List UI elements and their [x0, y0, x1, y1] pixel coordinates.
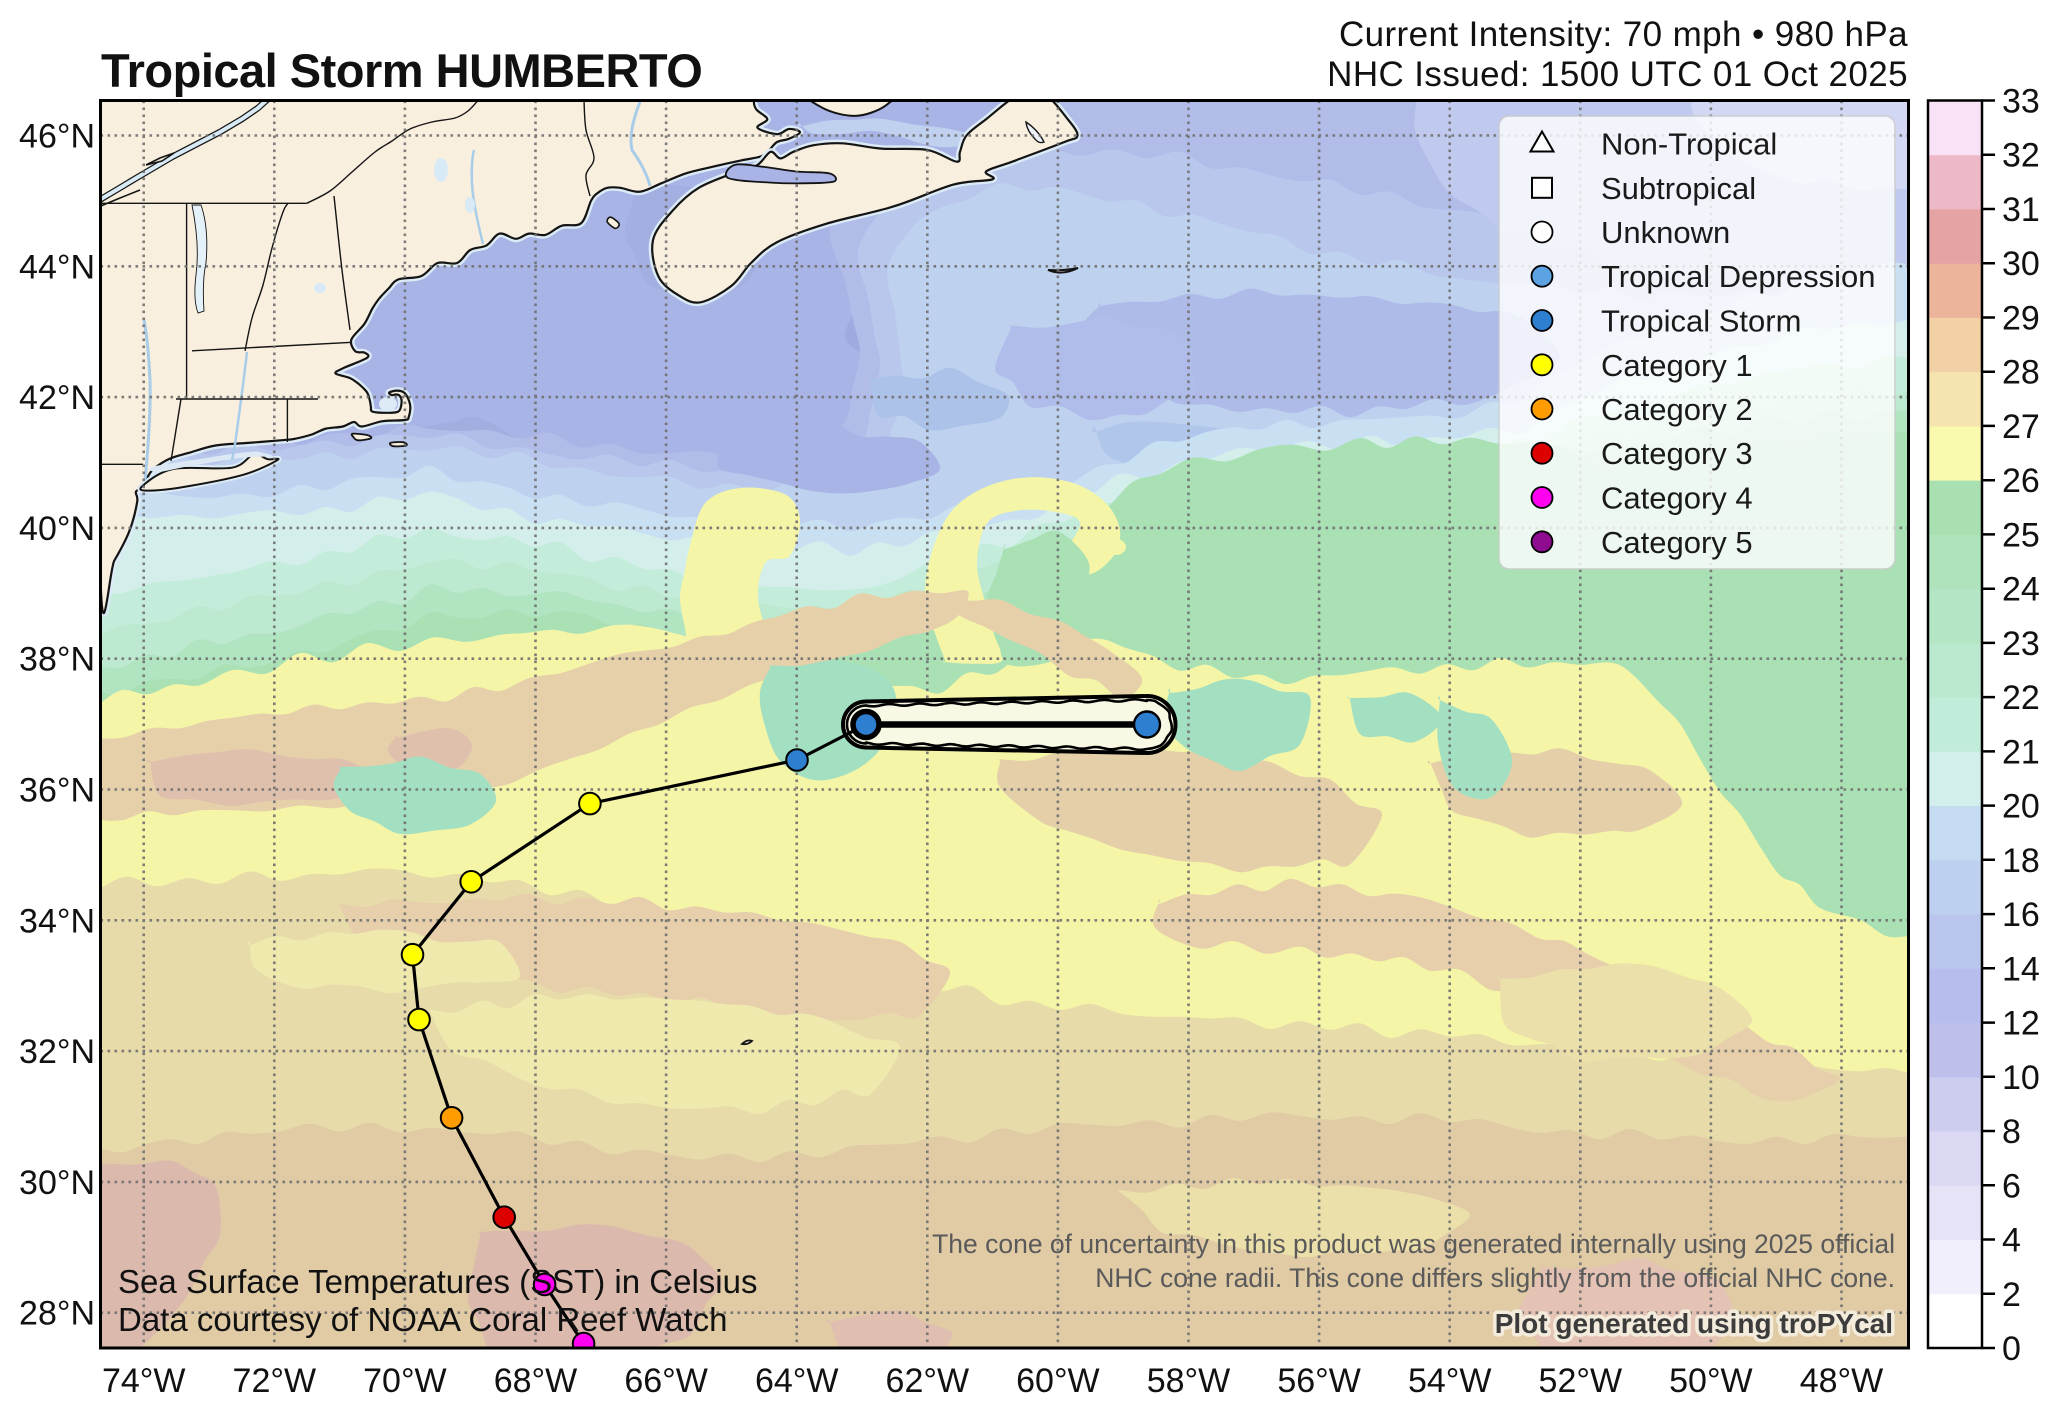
svg-text:40°N: 40°N	[19, 510, 95, 548]
svg-text:48°W: 48°W	[1800, 1362, 1884, 1400]
svg-text:30°N: 30°N	[19, 1164, 95, 1202]
svg-text:Tropical Storm HUMBERTO: Tropical Storm HUMBERTO	[101, 44, 702, 97]
svg-text:42°N: 42°N	[19, 379, 95, 417]
svg-text:Category 4: Category 4	[1601, 481, 1753, 516]
svg-text:21: 21	[2002, 733, 2040, 771]
svg-text:46°N: 46°N	[19, 118, 95, 156]
svg-text:70°W: 70°W	[363, 1362, 447, 1400]
svg-text:2: 2	[2002, 1276, 2021, 1314]
svg-text:56°W: 56°W	[1277, 1362, 1361, 1400]
svg-text:Subtropical: Subtropical	[1601, 171, 1756, 206]
svg-text:36°N: 36°N	[19, 772, 95, 810]
svg-text:Category 5: Category 5	[1601, 525, 1753, 560]
svg-text:Category 1: Category 1	[1601, 348, 1753, 383]
svg-text:14: 14	[2002, 950, 2040, 988]
svg-text:10: 10	[2002, 1059, 2040, 1097]
svg-text:23: 23	[2002, 625, 2040, 663]
svg-text:72°W: 72°W	[233, 1362, 317, 1400]
svg-text:Non-Tropical: Non-Tropical	[1601, 127, 1777, 162]
svg-text:Tropical Storm: Tropical Storm	[1601, 304, 1801, 339]
svg-text:NHC cone radii. This cone diff: NHC cone radii. This cone differs slight…	[1095, 1263, 1895, 1293]
svg-text:20: 20	[2002, 788, 2040, 826]
svg-text:The cone of uncertainty in thi: The cone of uncertainty in this product …	[932, 1229, 1895, 1259]
svg-text:28°N: 28°N	[19, 1295, 95, 1333]
svg-text:26: 26	[2002, 462, 2040, 500]
svg-text:33: 33	[2002, 83, 2040, 121]
svg-text:74°W: 74°W	[102, 1362, 186, 1400]
svg-text:52°W: 52°W	[1539, 1362, 1623, 1400]
svg-text:54°W: 54°W	[1408, 1362, 1492, 1400]
svg-text:25: 25	[2002, 516, 2040, 554]
svg-text:Category 3: Category 3	[1601, 436, 1753, 471]
svg-text:Category 2: Category 2	[1601, 392, 1753, 427]
svg-text:34°N: 34°N	[19, 902, 95, 940]
svg-text:4: 4	[2002, 1222, 2021, 1260]
svg-text:22: 22	[2002, 679, 2040, 717]
svg-text:62°W: 62°W	[886, 1362, 970, 1400]
svg-text:28: 28	[2002, 354, 2040, 392]
svg-text:Current Intensity: 70 mph • 98: Current Intensity: 70 mph • 980 hPa	[1339, 15, 1908, 54]
svg-text:32: 32	[2002, 137, 2040, 175]
svg-text:12: 12	[2002, 1005, 2040, 1043]
svg-text:31: 31	[2002, 191, 2040, 229]
svg-text:Sea Surface Temperatures (SST): Sea Surface Temperatures (SST) in Celsiu…	[118, 1263, 758, 1300]
svg-text:32°N: 32°N	[19, 1033, 95, 1071]
svg-text:24: 24	[2002, 571, 2040, 609]
svg-text:NHC Issued: 1500 UTC 01 Oct 20: NHC Issued: 1500 UTC 01 Oct 2025	[1327, 55, 1908, 94]
svg-text:58°W: 58°W	[1147, 1362, 1231, 1400]
svg-text:16: 16	[2002, 896, 2040, 934]
svg-text:68°W: 68°W	[494, 1362, 578, 1400]
svg-text:6: 6	[2002, 1167, 2021, 1205]
svg-text:18: 18	[2002, 842, 2040, 880]
svg-text:44°N: 44°N	[19, 248, 95, 286]
svg-text:64°W: 64°W	[755, 1362, 839, 1400]
svg-text:38°N: 38°N	[19, 641, 95, 679]
svg-text:60°W: 60°W	[1016, 1362, 1100, 1400]
svg-text:30: 30	[2002, 245, 2040, 283]
svg-text:8: 8	[2002, 1113, 2021, 1151]
svg-text:0: 0	[2002, 1330, 2021, 1368]
svg-text:Plot generated using troPYcal: Plot generated using troPYcal	[1495, 1308, 1893, 1339]
svg-text:29: 29	[2002, 300, 2040, 338]
svg-text:Unknown: Unknown	[1601, 215, 1730, 250]
svg-text:Data courtesy of NOAA Coral Re: Data courtesy of NOAA Coral Reef Watch	[118, 1301, 728, 1338]
svg-text:50°W: 50°W	[1669, 1362, 1753, 1400]
svg-text:Tropical Depression: Tropical Depression	[1601, 259, 1876, 294]
svg-text:66°W: 66°W	[624, 1362, 708, 1400]
svg-text:27: 27	[2002, 408, 2040, 446]
